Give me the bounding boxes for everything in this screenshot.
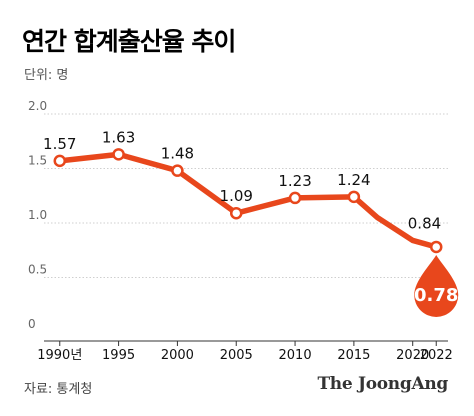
x-tick-label: 2020 bbox=[396, 348, 429, 363]
x-tick-label: 1995 bbox=[102, 348, 135, 363]
x-tick-label: 1990년 bbox=[37, 348, 82, 363]
x-tick-label: 2000 bbox=[161, 348, 194, 363]
series-line bbox=[57, 151, 439, 250]
y-tick-label: 1.5 bbox=[28, 154, 47, 168]
data-point bbox=[53, 154, 67, 168]
data-label: 1.23 bbox=[278, 172, 311, 190]
data-label: 1.63 bbox=[102, 128, 135, 146]
data-label: 1.57 bbox=[43, 135, 76, 153]
data-point bbox=[171, 164, 184, 177]
unit-label: 단위: 명 bbox=[24, 68, 69, 83]
data-point bbox=[347, 190, 361, 204]
y-tick-label: 2.0 bbox=[28, 99, 47, 113]
x-tick-label: 2005 bbox=[220, 348, 253, 363]
chart-title: 연간 합계출산율 추이 bbox=[22, 27, 236, 56]
highlight-drop-icon bbox=[414, 254, 459, 317]
data-label: 1.24 bbox=[337, 171, 370, 189]
data-point bbox=[429, 240, 443, 254]
data-label: 1.48 bbox=[161, 145, 194, 163]
brand-logo: The JoongAng bbox=[317, 374, 448, 394]
data-point bbox=[229, 206, 243, 220]
data-point bbox=[112, 148, 125, 161]
data-label: 1.09 bbox=[220, 187, 253, 205]
x-tick-label: 2015 bbox=[337, 348, 370, 363]
y-tick-label: 0.5 bbox=[28, 263, 47, 277]
x-tick-label: 2022 bbox=[420, 348, 453, 363]
x-tick-label: 2010 bbox=[279, 348, 312, 363]
data-label: 0.84 bbox=[408, 214, 441, 232]
highlight-value-label: 0.78 bbox=[414, 285, 458, 306]
y-tick-label: 0 bbox=[28, 317, 36, 331]
y-tick-label: 1.0 bbox=[28, 208, 47, 222]
data-point bbox=[288, 191, 302, 205]
source-note: 자료: 통계청 bbox=[24, 382, 93, 397]
